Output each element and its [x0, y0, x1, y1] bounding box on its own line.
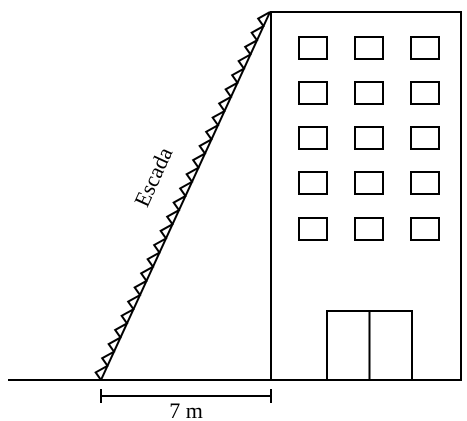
window	[299, 127, 327, 149]
window	[411, 82, 439, 104]
window	[411, 172, 439, 194]
window	[299, 218, 327, 240]
window	[355, 127, 383, 149]
window	[299, 172, 327, 194]
window	[355, 172, 383, 194]
building	[271, 12, 461, 380]
window	[355, 218, 383, 240]
window	[411, 218, 439, 240]
page: 7 m Escada (() => { const data = JSON.pa…	[0, 0, 467, 421]
window	[355, 37, 383, 59]
window	[299, 37, 327, 59]
diagram: 7 m Escada	[0, 0, 467, 421]
distance-label: 7 m	[169, 398, 203, 421]
window	[299, 82, 327, 104]
ladder-label: Escada	[129, 143, 178, 210]
window	[411, 127, 439, 149]
window	[411, 37, 439, 59]
windows	[299, 37, 439, 240]
ladder-steps	[96, 12, 270, 380]
window	[355, 82, 383, 104]
